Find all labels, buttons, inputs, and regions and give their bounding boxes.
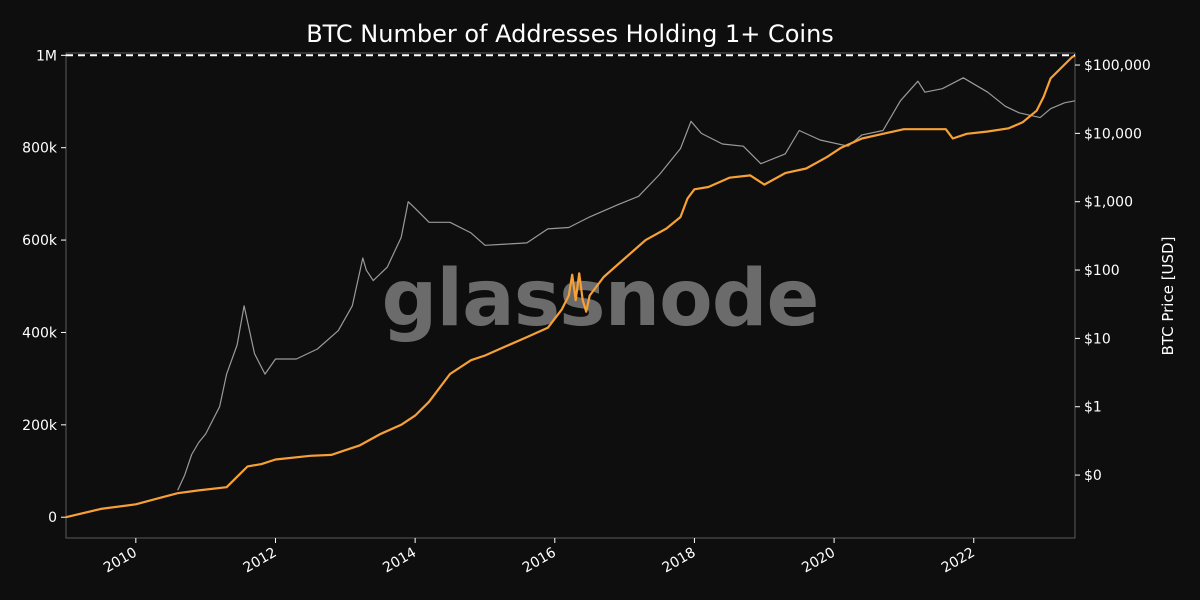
x-tick-label: 2018 [660,545,699,577]
right-tick-label: $1,000 [1084,195,1133,211]
x-tick-label: 2020 [799,545,838,577]
x-tick-label: 2016 [520,545,559,577]
left-tick-label: 800k [22,141,58,157]
right-tick-label: $10,000 [1084,126,1142,142]
right-axis-label: BTC Price [USD] [1159,237,1177,356]
left-tick-label: 600k [22,233,58,249]
right-tick-label: $0 [1084,468,1102,484]
x-tick-label: 2010 [101,545,140,577]
right-tick-label: $10 [1084,331,1111,347]
chart-title: BTC Number of Addresses Holding 1+ Coins [306,20,834,48]
x-tick-label: 2012 [241,545,280,577]
right-tick-label: $1 [1084,400,1102,416]
x-tick-label: 2022 [939,545,978,577]
plot-area [65,52,1076,539]
right-tick-label: $100 [1084,263,1120,279]
x-tick-label: 2014 [380,545,419,577]
left-tick-label: 200k [22,418,58,434]
left-tick-label: 400k [22,325,58,341]
series-layer [65,54,1076,519]
left-tick-label: 0 [48,510,57,526]
series-line-btc-price [177,77,1076,491]
watermark-text: glassnode [382,254,819,344]
x-axis: 2010 2012 2014 2016 2018 2020 2022 [101,538,978,576]
series-line-addresses [65,54,1076,519]
right-tick-label: $100,000 [1084,58,1151,74]
left-axis: 0 200k 400k 600k 800k 1M [22,48,66,526]
left-tick-label: 1M [36,48,57,64]
right-axis: $0 $1 $10 $100 $1,000 $10,000 $100,000 [1075,58,1151,484]
